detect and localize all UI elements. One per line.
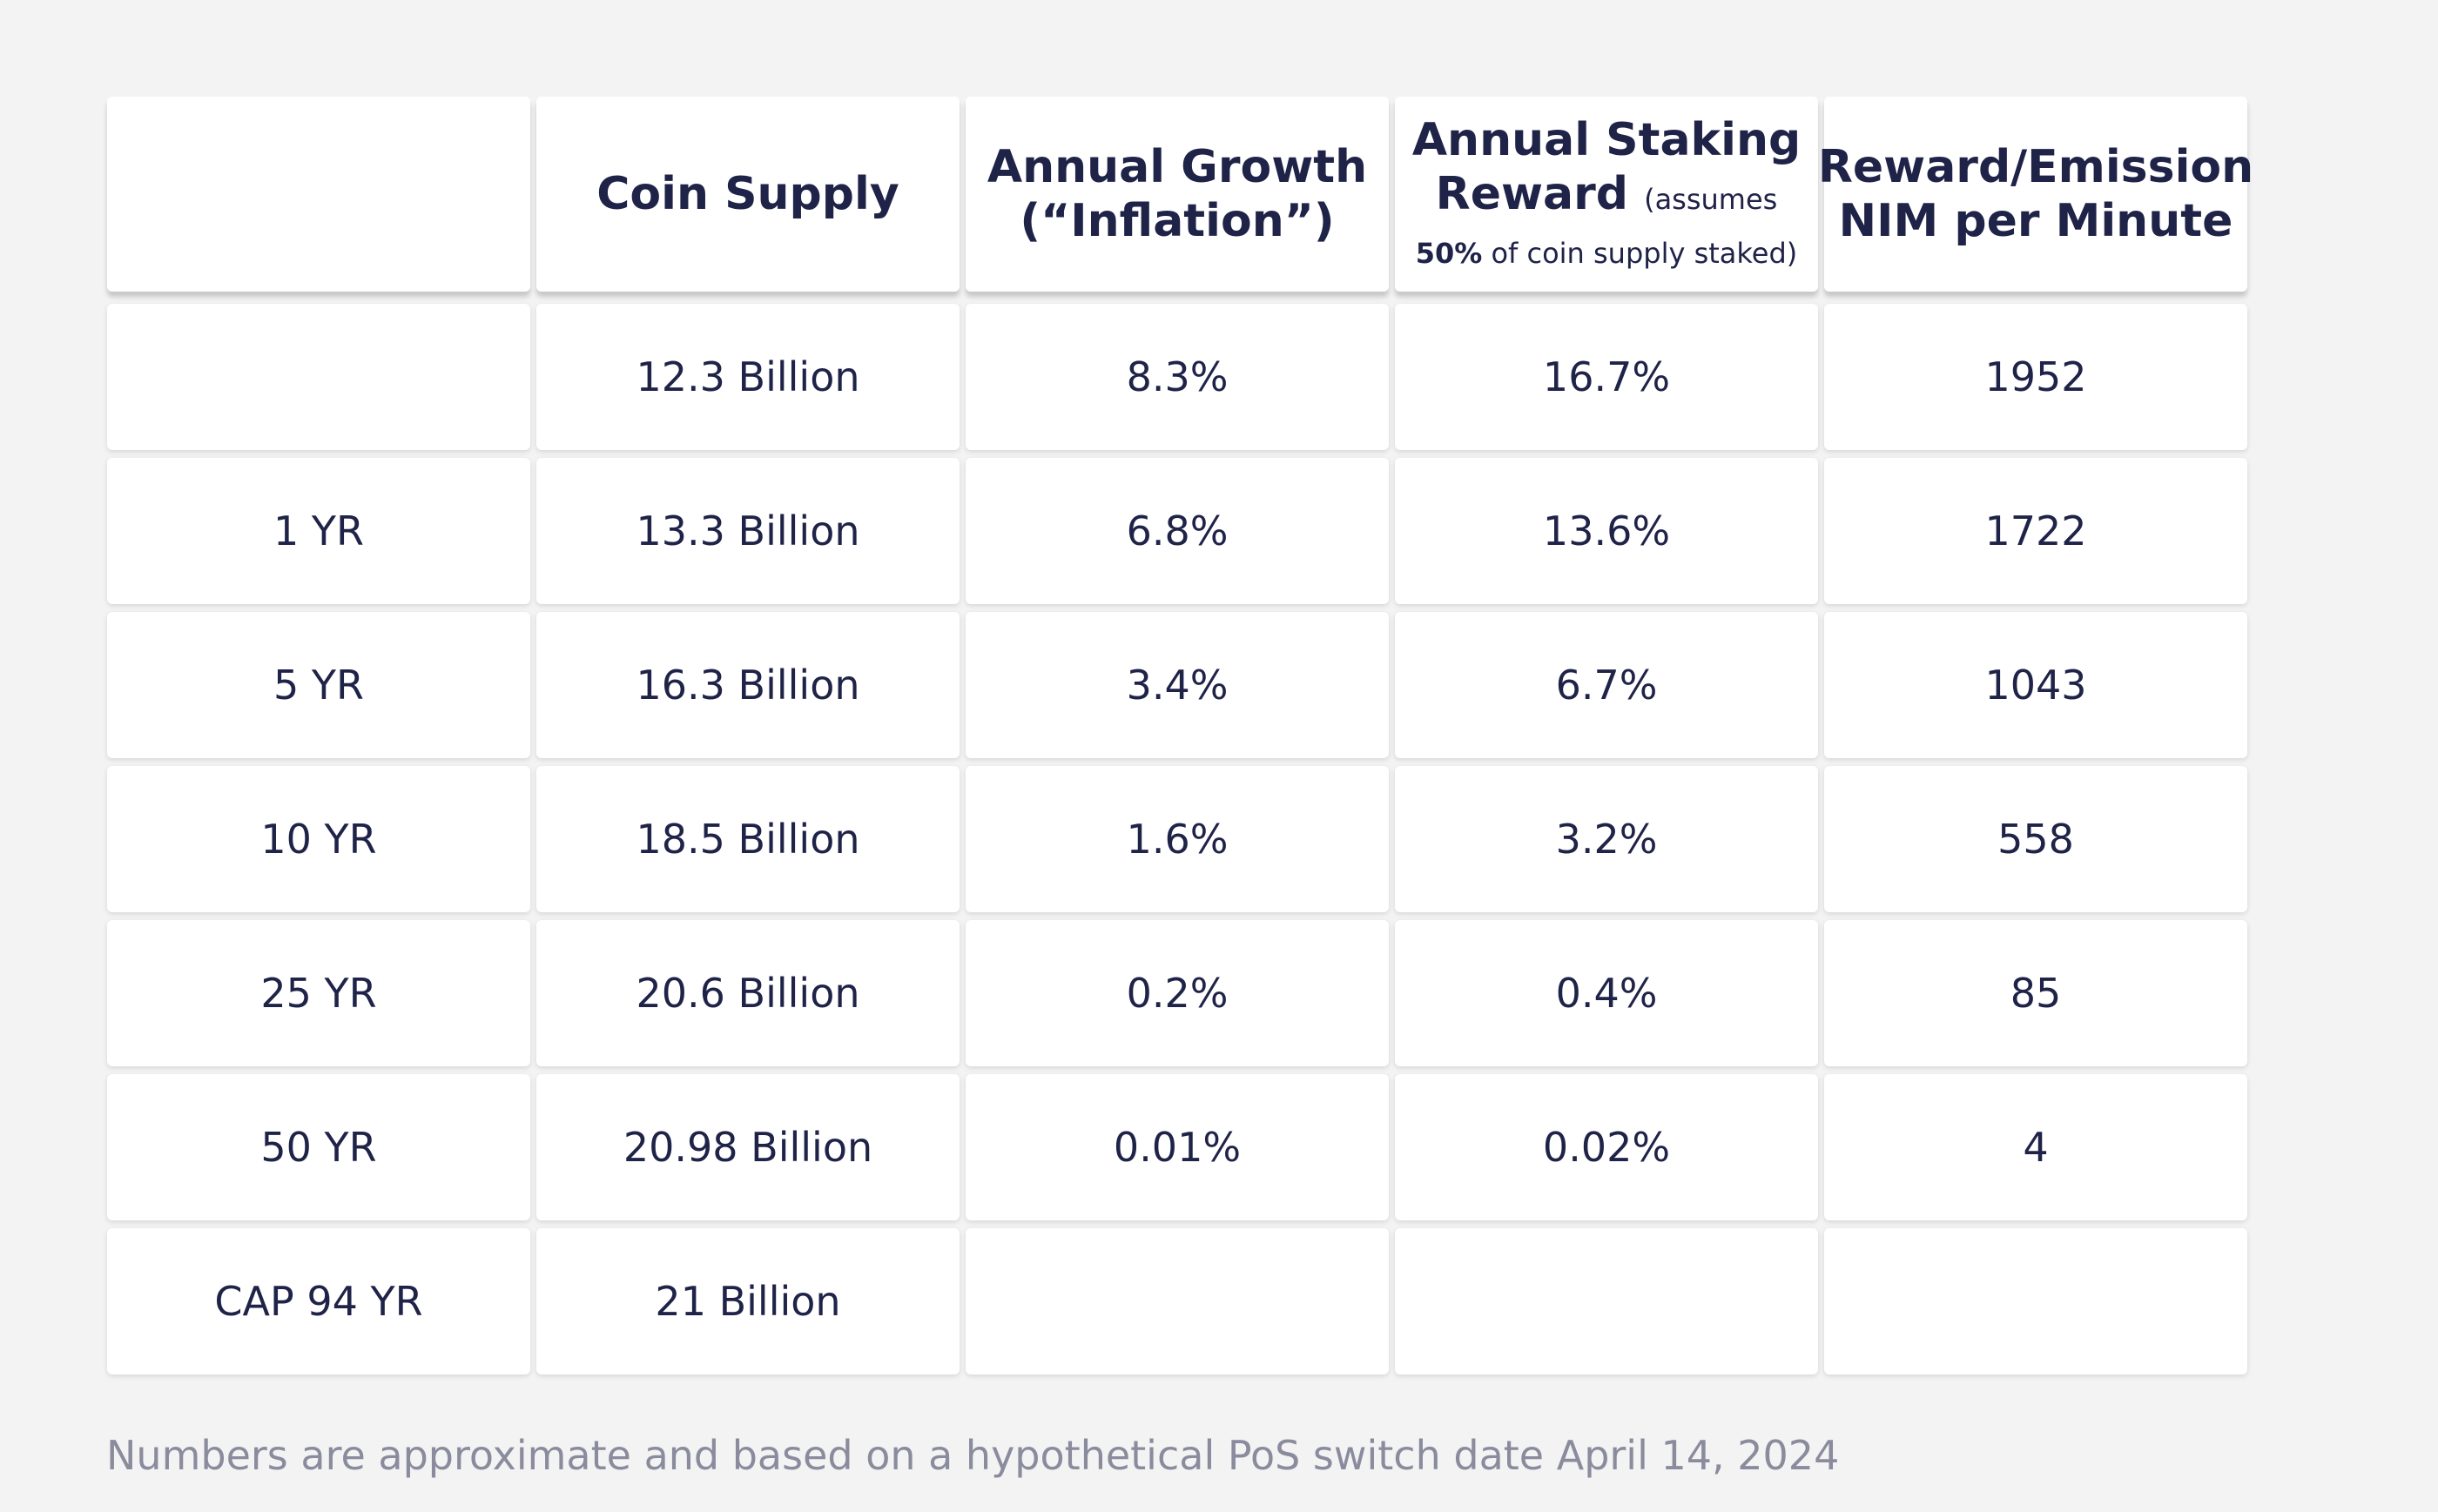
table-cell bbox=[966, 1228, 1389, 1374]
cell-text: 5 YR bbox=[273, 662, 364, 709]
header-text: Annual Staking Reward bbox=[1411, 114, 1802, 220]
table-cell: 558 bbox=[1824, 766, 2247, 912]
table-cell: 10 YR bbox=[107, 766, 530, 912]
cell-text: 13.6% bbox=[1542, 507, 1671, 554]
header-note: (assumes 50% of coin supply staked) bbox=[1416, 183, 1798, 270]
cell-text: 16.7% bbox=[1542, 353, 1671, 400]
table-cell: CAP 94 YR bbox=[107, 1228, 530, 1374]
table-cell: 13.6% bbox=[1395, 458, 1818, 604]
note-text: (assumes bbox=[1644, 183, 1778, 216]
cell-text: 0.01% bbox=[1113, 1124, 1242, 1171]
header-text: Annual Growth (“Inflation”) bbox=[987, 141, 1368, 247]
table-cell: 1 YR bbox=[107, 458, 530, 604]
table-cell: 1.6% bbox=[966, 766, 1389, 912]
table-cell: 13.3 Billion bbox=[536, 458, 960, 604]
cell-text: 3.4% bbox=[1126, 662, 1229, 709]
cell-text: 0.2% bbox=[1126, 970, 1229, 1017]
cell-text: 21 Billion bbox=[655, 1278, 841, 1325]
table-cell: 21 Billion bbox=[536, 1228, 960, 1374]
header-cell bbox=[107, 97, 530, 292]
cell-text: 20.98 Billion bbox=[623, 1124, 873, 1171]
table-cell: 1043 bbox=[1824, 612, 2247, 758]
header-cell: Annual Growth (“Inflation”) bbox=[966, 97, 1389, 292]
table-cell: 0.01% bbox=[966, 1074, 1389, 1220]
cell-text: 0.4% bbox=[1555, 970, 1658, 1017]
cell-text: 85 bbox=[2010, 970, 2062, 1017]
header-text: Reward/Emission NIM per Minute bbox=[1817, 141, 2254, 247]
table-cell: 1952 bbox=[1824, 304, 2247, 450]
header-cell: Reward/Emission NIM per Minute bbox=[1818, 97, 2253, 292]
table-cell: 16.7% bbox=[1395, 304, 1818, 450]
cell-text: 6.8% bbox=[1126, 507, 1229, 554]
table-cell: 5 YR bbox=[107, 612, 530, 758]
cell-text: 16.3 Billion bbox=[636, 662, 860, 709]
cell-text: 18.5 Billion bbox=[636, 816, 860, 863]
table-cell bbox=[1824, 1228, 2247, 1374]
cell-text: 10 YR bbox=[260, 816, 377, 863]
table-cell bbox=[107, 304, 530, 450]
table-cell: 16.3 Billion bbox=[536, 612, 960, 758]
cell-text: 25 YR bbox=[260, 970, 377, 1017]
table-cell: 6.7% bbox=[1395, 612, 1818, 758]
header-cell: Coin Supply bbox=[536, 97, 960, 292]
cell-text: 6.7% bbox=[1555, 662, 1658, 709]
supply-table: Coin Supply Annual Growth (“Inflation”) … bbox=[107, 97, 2253, 1382]
table-cell bbox=[1395, 1228, 1818, 1374]
cell-text: 1722 bbox=[1984, 507, 2087, 554]
cell-text: 4 bbox=[2023, 1124, 2049, 1171]
table-cell: 12.3 Billion bbox=[536, 304, 960, 450]
note-bold: 50% bbox=[1415, 237, 1483, 270]
table-cell: 50 YR bbox=[107, 1074, 530, 1220]
table-cell: 3.4% bbox=[966, 612, 1389, 758]
table-cell: 20.6 Billion bbox=[536, 920, 960, 1066]
table-cell: 25 YR bbox=[107, 920, 530, 1066]
cell-text: 558 bbox=[1997, 816, 2074, 863]
cell-text: 13.3 Billion bbox=[636, 507, 860, 554]
table-cell: 3.2% bbox=[1395, 766, 1818, 912]
header-cell: Annual Staking Reward (assumes 50% of co… bbox=[1395, 97, 1818, 292]
cell-text: 1952 bbox=[1984, 353, 2087, 400]
cell-text: 3.2% bbox=[1555, 816, 1658, 863]
table-cell: 8.3% bbox=[966, 304, 1389, 450]
table-cell: 85 bbox=[1824, 920, 2247, 1066]
header-text: Coin Supply bbox=[596, 168, 899, 220]
footnote: Numbers are approximate and based on a h… bbox=[106, 1432, 1840, 1479]
note-text: of coin supply staked) bbox=[1491, 237, 1798, 270]
table-cell: 1722 bbox=[1824, 458, 2247, 604]
table-cell: 6.8% bbox=[966, 458, 1389, 604]
cell-text: 1.6% bbox=[1126, 816, 1229, 863]
table-cell: 0.2% bbox=[966, 920, 1389, 1066]
cell-text: CAP 94 YR bbox=[214, 1278, 423, 1325]
cell-text: 0.02% bbox=[1542, 1124, 1671, 1171]
cell-text: 1043 bbox=[1984, 662, 2087, 709]
table-cell: 4 bbox=[1824, 1074, 2247, 1220]
table-cell: 18.5 Billion bbox=[536, 766, 960, 912]
cell-text: 20.6 Billion bbox=[636, 970, 860, 1017]
table-cell: 0.02% bbox=[1395, 1074, 1818, 1220]
cell-text: 50 YR bbox=[260, 1124, 377, 1171]
table-cell: 20.98 Billion bbox=[536, 1074, 960, 1220]
cell-text: 8.3% bbox=[1126, 353, 1229, 400]
cell-text: 12.3 Billion bbox=[636, 353, 860, 400]
table-cell: 0.4% bbox=[1395, 920, 1818, 1066]
cell-text: 1 YR bbox=[273, 507, 364, 554]
